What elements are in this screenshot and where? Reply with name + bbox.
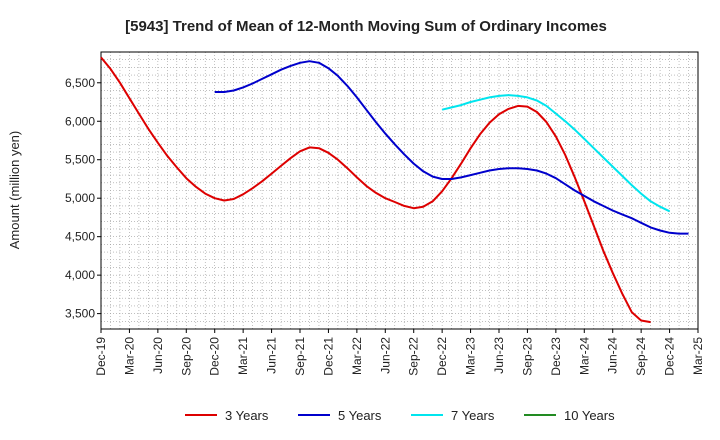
- x-tick-label: Dec-23: [549, 337, 563, 376]
- x-tick-label: Mar-25: [691, 337, 705, 375]
- x-tick-label: Dec-19: [94, 337, 108, 376]
- y-axis: 3,500 4,000 4,500 5,000 5,500 6,000 6,500: [65, 76, 101, 321]
- x-tick-label: Jun-22: [378, 337, 392, 374]
- legend: 3 Years 5 Years 7 Years 10 Years: [185, 408, 615, 423]
- x-tick-label: Mar-23: [464, 337, 478, 375]
- x-tick-label: Mar-24: [577, 337, 591, 375]
- x-tick-label: Jun-24: [606, 337, 620, 374]
- x-tick-label: Dec-20: [208, 337, 222, 376]
- y-tick-label: 6,500: [65, 76, 95, 90]
- series-line-5-years: [214, 60, 689, 235]
- x-tick-label: Dec-21: [321, 337, 335, 376]
- chart-title: [5943] Trend of Mean of 12-Month Moving …: [125, 18, 607, 35]
- legend-label: 5 Years: [338, 408, 382, 423]
- x-tick-label: Sep-20: [179, 337, 193, 376]
- x-tick-label: Mar-21: [236, 337, 250, 375]
- y-tick-label: 5,000: [65, 191, 95, 205]
- series-line-3-years: [100, 56, 651, 324]
- series-line-7-years: [441, 94, 671, 213]
- x-tick-label: Jun-20: [151, 337, 165, 374]
- y-tick-label: 6,000: [65, 114, 95, 128]
- x-tick-label: Jun-23: [492, 337, 506, 374]
- x-tick-label: Mar-20: [122, 337, 136, 375]
- y-tick-label: 4,000: [65, 268, 95, 282]
- x-tick-label: Sep-21: [293, 337, 307, 376]
- plot-area: [100, 51, 699, 330]
- legend-label: 10 Years: [564, 408, 615, 423]
- y-tick-label: 3,500: [65, 307, 95, 321]
- x-tick-label: Jun-21: [265, 337, 279, 374]
- series-group: [100, 56, 689, 324]
- y-tick-label: 5,500: [65, 153, 95, 167]
- x-tick-label: Sep-24: [634, 337, 648, 376]
- grid: [101, 52, 698, 329]
- x-tick-label: Mar-22: [350, 337, 364, 375]
- y-axis-label: Amount (million yen): [7, 131, 22, 250]
- x-tick-label: Sep-22: [407, 337, 421, 376]
- x-tick-label: Dec-24: [663, 337, 677, 376]
- y-tick-label: 4,500: [65, 230, 95, 244]
- x-tick-label: Dec-22: [435, 337, 449, 376]
- x-tick-label: Sep-23: [520, 337, 534, 376]
- legend-label: 3 Years: [225, 408, 269, 423]
- legend-label: 7 Years: [451, 408, 495, 423]
- x-axis: Dec-19 Mar-20 Jun-20 Sep-20 Dec-20 Mar-21 Jun-…: [94, 329, 705, 376]
